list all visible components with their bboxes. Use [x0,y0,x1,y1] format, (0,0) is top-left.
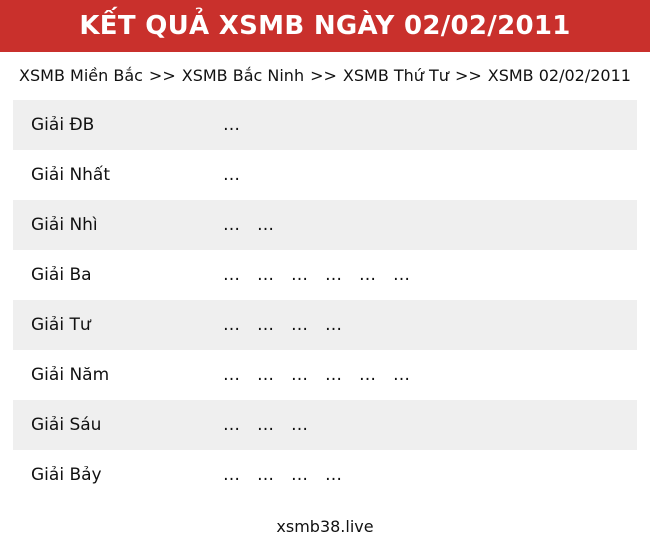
prize-label: Giải Ba [31,265,92,285]
breadcrumb-item[interactable]: XSMB Bắc Ninh [181,66,305,85]
prize-values: …… [223,215,291,235]
prize-values: … … … … … … [223,365,427,385]
prize-value-placeholder: … [393,365,410,385]
prize-value-placeholder: … [257,315,274,335]
prize-values: … … … … [223,465,359,485]
prize-value-placeholder: … [291,415,308,435]
prize-values: … [223,165,257,185]
result-row: Giải Nhì…… [13,200,637,250]
prize-label: Giải Năm [31,365,110,385]
prize-value-placeholder: … [257,365,274,385]
footer: xsmb38.live [0,517,650,537]
result-row: Giải Ba … … … … … … [13,250,637,300]
prize-value-placeholder: … [325,465,342,485]
prize-label: Giải Nhì [31,215,98,235]
prize-value-placeholder: … [359,265,376,285]
footer-site-link[interactable]: xsmb38.live [276,517,374,536]
results-table: Giải ĐB… Giải Nhất… Giải Nhì…… Giải Ba……………… [13,100,637,500]
prize-label: Giải Sáu [31,415,102,435]
page-title: KẾT QUẢ XSMB NGÀY 02/02/2011 [79,11,571,41]
prize-value-placeholder: … [257,415,274,435]
prize-values: … … … [223,415,325,435]
breadcrumb: XSMB Miền Bắc >> XSMB Bắc Ninh >> XSMB Thứ T… [0,66,650,86]
prize-value-placeholder: … [223,165,240,185]
breadcrumb-item[interactable]: XSMB Thứ Tư [342,66,449,85]
result-row: Giải Bảy … … … … [13,450,637,500]
prize-label: Giải Bảy [31,465,102,485]
prize-value-placeholder: … [359,365,376,385]
prize-values: … … … … [223,315,359,335]
prize-values: … … … … … … [223,265,427,285]
breadcrumb-item[interactable]: XSMB Miền Bắc [19,66,143,85]
prize-value-placeholder: … [223,415,240,435]
result-row: Giải ĐB … [13,100,637,150]
prize-value-placeholder: … [325,365,342,385]
prize-value-placeholder: … [257,215,274,235]
result-row: Giải Sáu … … … [13,400,637,450]
breadcrumb-separator: >> [148,66,176,85]
prize-value-placeholder: … [325,265,342,285]
prize-value-placeholder: … [223,465,240,485]
header-banner: KẾT QUẢ XSMB NGÀY 02/02/2011 [0,0,650,52]
prize-value-placeholder: … [291,265,308,285]
result-row: Giải Nhất … [13,150,637,200]
prize-value-placeholder: … [257,465,274,485]
prize-value-placeholder: … [291,465,308,485]
prize-value-placeholder: … [223,365,240,385]
prize-label: Giải ĐB [31,115,95,135]
prize-value-placeholder: … [223,265,240,285]
prize-label: Giải Nhất [31,165,111,185]
prize-value-placeholder: … [257,265,274,285]
prize-value-placeholder: … [325,315,342,335]
prize-value-placeholder: … [223,215,240,235]
breadcrumb-item[interactable]: XSMB 02/02/2011 [487,66,631,85]
prize-label: Giải Tư [31,315,91,335]
result-row: Giải Tư … … … … [13,300,637,350]
prize-value-placeholder: … [291,365,308,385]
breadcrumb-separator: >> [310,66,337,85]
result-row: Giải Năm … … … … … … [13,350,637,400]
breadcrumb-separator: >> [454,66,482,85]
prize-value-placeholder: … [223,115,240,135]
prize-value-placeholder: … [393,265,410,285]
prize-value-placeholder: … [291,315,308,335]
prize-value-placeholder: … [223,315,240,335]
prize-values: … [223,115,257,135]
